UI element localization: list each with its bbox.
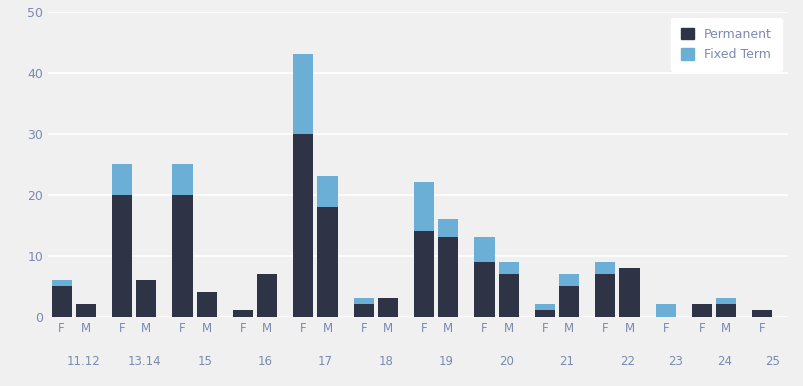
Bar xyxy=(474,262,494,317)
Bar xyxy=(172,195,192,317)
Bar xyxy=(715,298,736,304)
Bar xyxy=(257,274,277,317)
Bar xyxy=(293,134,313,317)
Text: 24: 24 xyxy=(715,356,731,368)
Bar xyxy=(233,310,253,317)
Bar xyxy=(75,304,96,317)
Bar xyxy=(317,176,337,207)
Bar xyxy=(136,280,156,317)
Bar xyxy=(498,262,518,274)
Bar xyxy=(558,274,578,286)
Bar xyxy=(197,292,217,317)
Bar xyxy=(438,237,458,317)
Bar xyxy=(377,298,397,317)
Bar xyxy=(317,207,337,317)
Bar xyxy=(534,310,554,317)
Text: 23: 23 xyxy=(667,356,683,368)
Bar xyxy=(474,237,494,262)
Bar xyxy=(594,274,614,317)
Bar xyxy=(655,304,675,317)
Text: 18: 18 xyxy=(378,356,393,368)
Bar xyxy=(414,231,434,317)
Text: 19: 19 xyxy=(438,356,453,368)
Text: 16: 16 xyxy=(257,356,272,368)
Bar xyxy=(172,164,192,195)
Text: 13.14: 13.14 xyxy=(127,356,161,368)
Text: 15: 15 xyxy=(197,356,212,368)
Bar xyxy=(618,268,638,317)
Bar xyxy=(51,280,71,286)
Legend: Permanent, Fixed Term: Permanent, Fixed Term xyxy=(671,18,781,71)
Bar xyxy=(715,304,736,317)
Text: 22: 22 xyxy=(619,356,634,368)
Bar xyxy=(752,310,772,317)
Bar xyxy=(414,182,434,231)
Text: 20: 20 xyxy=(499,356,513,368)
Bar xyxy=(594,262,614,274)
Text: 17: 17 xyxy=(317,356,332,368)
Bar xyxy=(353,298,373,304)
Bar xyxy=(498,274,518,317)
Bar xyxy=(534,304,554,310)
Bar xyxy=(353,304,373,317)
Bar xyxy=(438,219,458,237)
Text: 25: 25 xyxy=(764,356,779,368)
Bar xyxy=(558,286,578,317)
Bar xyxy=(51,286,71,317)
Bar xyxy=(691,304,711,317)
Text: 21: 21 xyxy=(559,356,574,368)
Bar xyxy=(293,54,313,134)
Bar xyxy=(112,195,132,317)
Text: 11.12: 11.12 xyxy=(67,356,100,368)
Bar xyxy=(112,164,132,195)
